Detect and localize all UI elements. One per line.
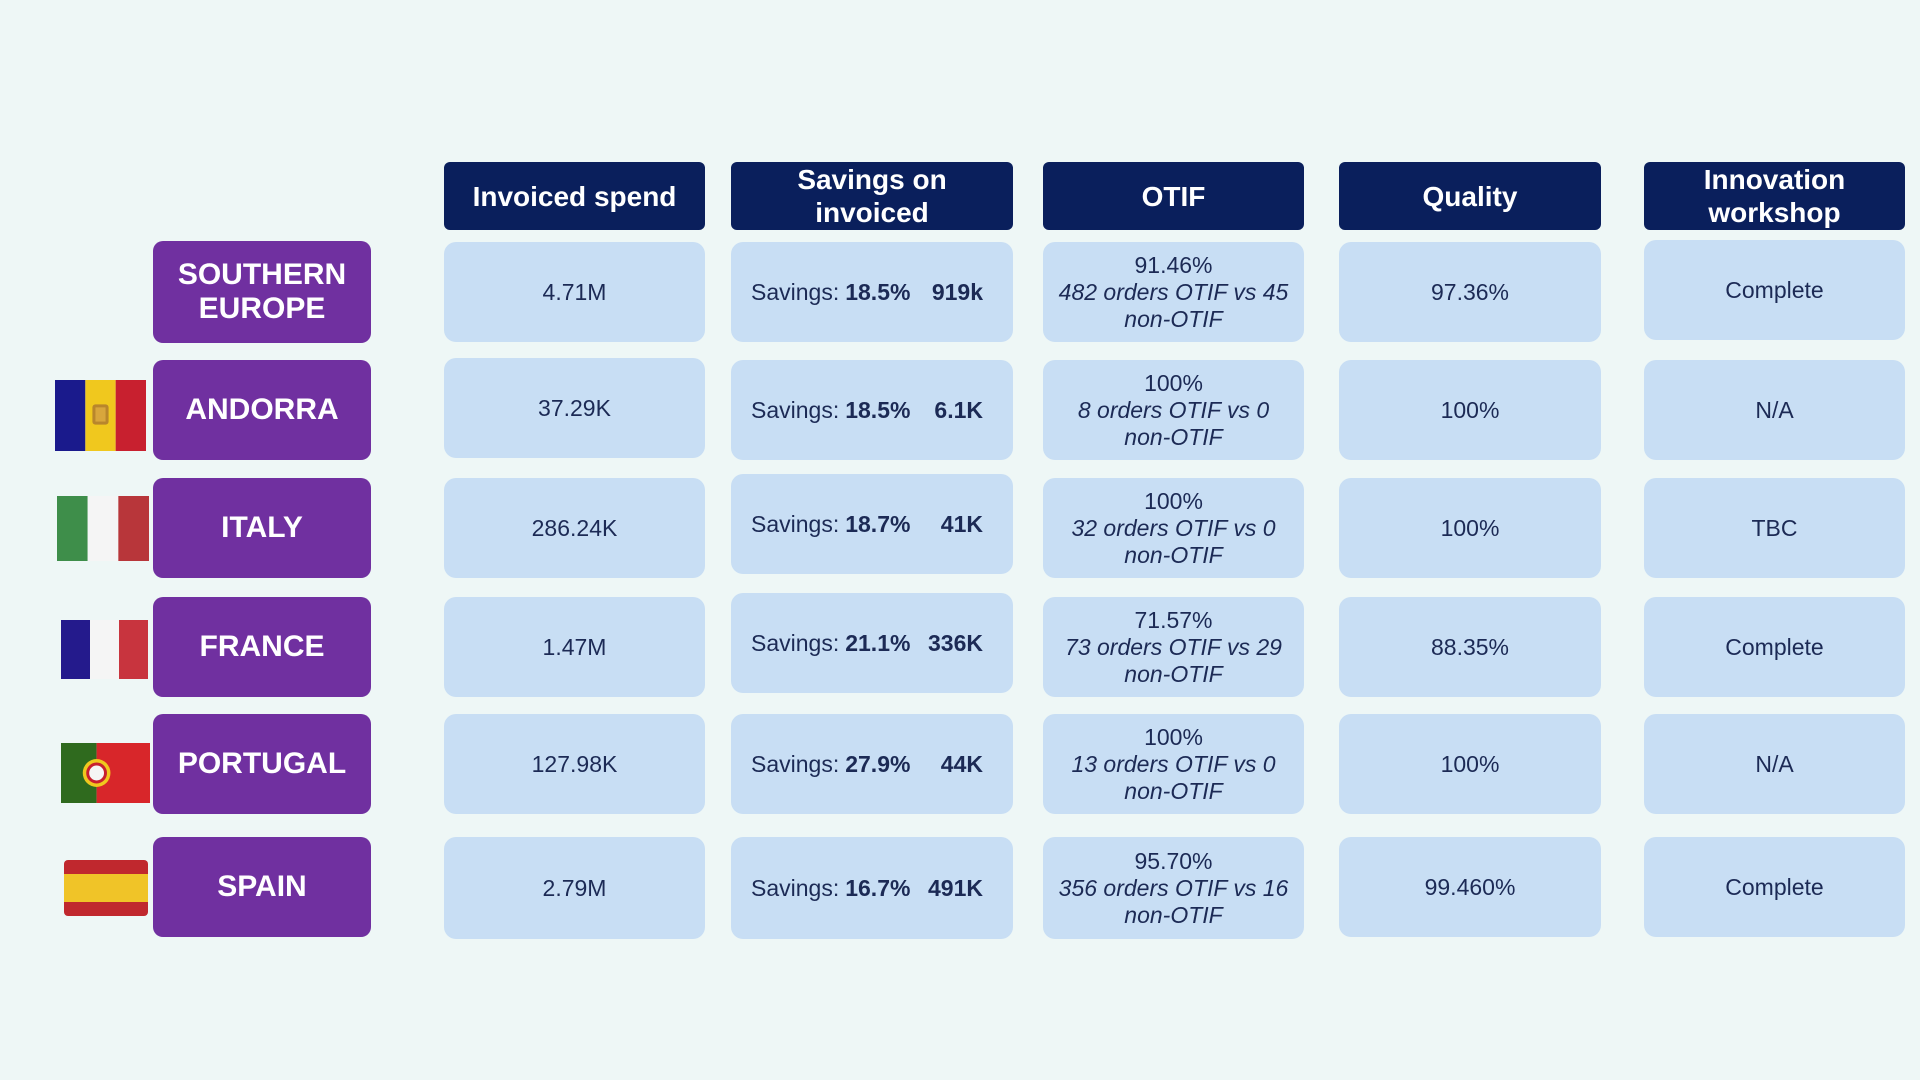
invoiced-spend-cell: 127.98K [444, 714, 705, 814]
quality-cell: 100% [1339, 360, 1601, 460]
savings-prefix: Savings: [751, 629, 840, 656]
header-invoiced-spend: Invoiced spend [444, 162, 705, 230]
savings-cell: Savings: 18.7% 41K [731, 474, 1013, 574]
savings-amount: 336K [928, 629, 983, 656]
header-otif: OTIF [1043, 162, 1304, 230]
otif-cell: 91.46% 482 orders OTIF vs 45 non-OTIF [1043, 242, 1304, 342]
invoiced-spend-cell: 2.79M [444, 837, 705, 939]
otif-detail: 32 orders OTIF vs 0 non-OTIF [1071, 514, 1276, 568]
italy-flag-icon [57, 496, 149, 561]
savings-percent: 16.7% [845, 874, 911, 901]
savings-cell: Savings: 16.7% 491K [731, 837, 1013, 939]
invoiced-spend-cell: 286.24K [444, 478, 705, 578]
quality-cell: 100% [1339, 714, 1601, 814]
savings-amount: 44K [940, 750, 983, 777]
otif-detail: 13 orders OTIF vs 0 non-OTIF [1071, 750, 1276, 804]
otif-percent: 100% [1144, 487, 1203, 514]
savings-prefix: Savings: [751, 874, 840, 901]
quality-cell: 100% [1339, 478, 1601, 578]
otif-percent: 100% [1144, 723, 1203, 750]
header-savings-on-invoiced: Savings on invoiced [731, 162, 1013, 230]
savings-cell: Savings: 18.5% 6.1K [731, 360, 1013, 460]
otif-cell: 71.57% 73 orders OTIF vs 29 non-OTIF [1043, 597, 1304, 697]
quality-cell: 99.460% [1339, 837, 1601, 937]
savings-amount: 41K [940, 510, 983, 537]
region-label-southern-europe: SOUTHERN EUROPE [153, 241, 371, 343]
portugal-flag-icon [61, 743, 150, 803]
invoiced-spend-cell: 37.29K [444, 358, 705, 458]
otif-detail: 8 orders OTIF vs 0 non-OTIF [1077, 396, 1270, 450]
region-label-france: FRANCE [153, 597, 371, 697]
otif-detail: 73 orders OTIF vs 29 non-OTIF [1065, 633, 1282, 687]
savings-cell: Savings: 27.9% 44K [731, 714, 1013, 814]
savings-percent: 21.1% [845, 629, 911, 656]
otif-detail: 482 orders OTIF vs 45 non-OTIF [1058, 278, 1289, 332]
savings-cell: Savings: 18.5% 919k [731, 242, 1013, 342]
region-label-spain: SPAIN [153, 837, 371, 937]
otif-percent: 95.70% [1134, 847, 1213, 874]
invoiced-spend-cell: 1.47M [444, 597, 705, 697]
innovation-cell: Complete [1644, 837, 1905, 937]
innovation-cell: Complete [1644, 597, 1905, 697]
otif-percent: 100% [1144, 369, 1203, 396]
savings-percent: 18.5% [845, 396, 911, 423]
header-quality: Quality [1339, 162, 1601, 230]
otif-cell: 100% 8 orders OTIF vs 0 non-OTIF [1043, 360, 1304, 460]
innovation-cell: Complete [1644, 240, 1905, 340]
region-label-portugal: PORTUGAL [153, 714, 371, 814]
savings-cell: Savings: 21.1% 336K [731, 593, 1013, 693]
otif-percent: 71.57% [1134, 606, 1213, 633]
otif-detail: 356 orders OTIF vs 16 non-OTIF [1058, 874, 1289, 928]
savings-prefix: Savings: [751, 750, 840, 777]
innovation-cell: TBC [1644, 478, 1905, 578]
otif-cell: 100% 13 orders OTIF vs 0 non-OTIF [1043, 714, 1304, 814]
quality-cell: 97.36% [1339, 242, 1601, 342]
header-innovation-workshop: Innovation workshop [1644, 162, 1905, 230]
innovation-cell: N/A [1644, 714, 1905, 814]
otif-cell: 100% 32 orders OTIF vs 0 non-OTIF [1043, 478, 1304, 578]
otif-percent: 91.46% [1134, 251, 1213, 278]
savings-amount: 491K [928, 874, 983, 901]
savings-prefix: Savings: [751, 396, 840, 423]
otif-cell: 95.70% 356 orders OTIF vs 16 non-OTIF [1043, 837, 1304, 939]
quality-cell: 88.35% [1339, 597, 1601, 697]
savings-percent: 18.7% [845, 510, 911, 537]
savings-percent: 18.5% [845, 278, 911, 305]
france-flag-icon [61, 620, 148, 679]
savings-prefix: Savings: [751, 510, 840, 537]
savings-percent: 27.9% [845, 750, 911, 777]
savings-prefix: Savings: [751, 278, 840, 305]
region-label-andorra: ANDORRA [153, 360, 371, 460]
spain-flag-icon [64, 860, 148, 916]
savings-amount: 6.1K [934, 396, 983, 423]
region-label-italy: ITALY [153, 478, 371, 578]
invoiced-spend-cell: 4.71M [444, 242, 705, 342]
andorra-flag-icon [55, 380, 146, 451]
innovation-cell: N/A [1644, 360, 1905, 460]
savings-amount: 919k [931, 278, 983, 305]
